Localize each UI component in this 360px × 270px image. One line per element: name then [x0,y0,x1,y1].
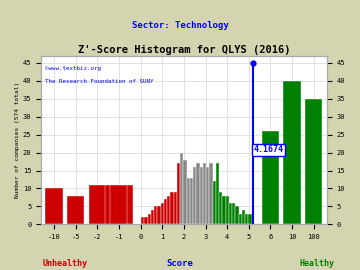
Bar [206,167,209,224]
Bar [164,199,167,224]
Bar [196,163,199,224]
Text: Unhealthy: Unhealthy [42,259,87,268]
Bar [105,185,111,224]
Bar [126,185,133,224]
Bar [167,196,170,224]
Bar [170,192,174,224]
Bar [177,163,180,224]
Bar [157,207,161,224]
Bar [219,192,222,224]
Bar [305,99,323,224]
Bar [226,196,229,224]
Bar [186,178,190,224]
Bar [229,203,232,224]
Bar [190,178,193,224]
Bar [174,192,177,224]
Bar [45,188,63,224]
Bar [235,207,239,224]
Bar [180,153,183,224]
Bar [161,203,164,224]
Bar [110,185,127,224]
Bar [222,196,226,224]
Bar [242,210,245,224]
Bar [232,203,235,224]
Bar [199,167,203,224]
Bar [183,160,186,224]
Bar [212,181,216,224]
Title: Z'-Score Histogram for QLYS (2016): Z'-Score Histogram for QLYS (2016) [78,45,290,55]
Text: 4.1674: 4.1674 [253,145,284,154]
Text: The Research Foundation of SUNY: The Research Foundation of SUNY [45,79,154,84]
Bar [154,207,157,224]
Bar [248,214,252,224]
Bar [245,214,248,224]
Text: Healthy: Healthy [299,259,334,268]
Text: Score: Score [167,259,193,268]
Text: ©www.textbiz.org: ©www.textbiz.org [45,66,101,71]
Bar [239,214,242,224]
Text: Sector: Technology: Sector: Technology [132,21,228,30]
Bar [148,214,151,224]
Bar [144,217,148,224]
Y-axis label: Number of companies (574 total): Number of companies (574 total) [15,82,20,198]
Bar [89,185,106,224]
Bar [209,163,212,224]
Bar [216,163,219,224]
Bar [67,196,84,224]
Bar [262,131,279,224]
Bar [141,217,144,224]
Bar [193,167,196,224]
Bar [203,163,206,224]
Bar [151,210,154,224]
Bar [283,81,301,224]
